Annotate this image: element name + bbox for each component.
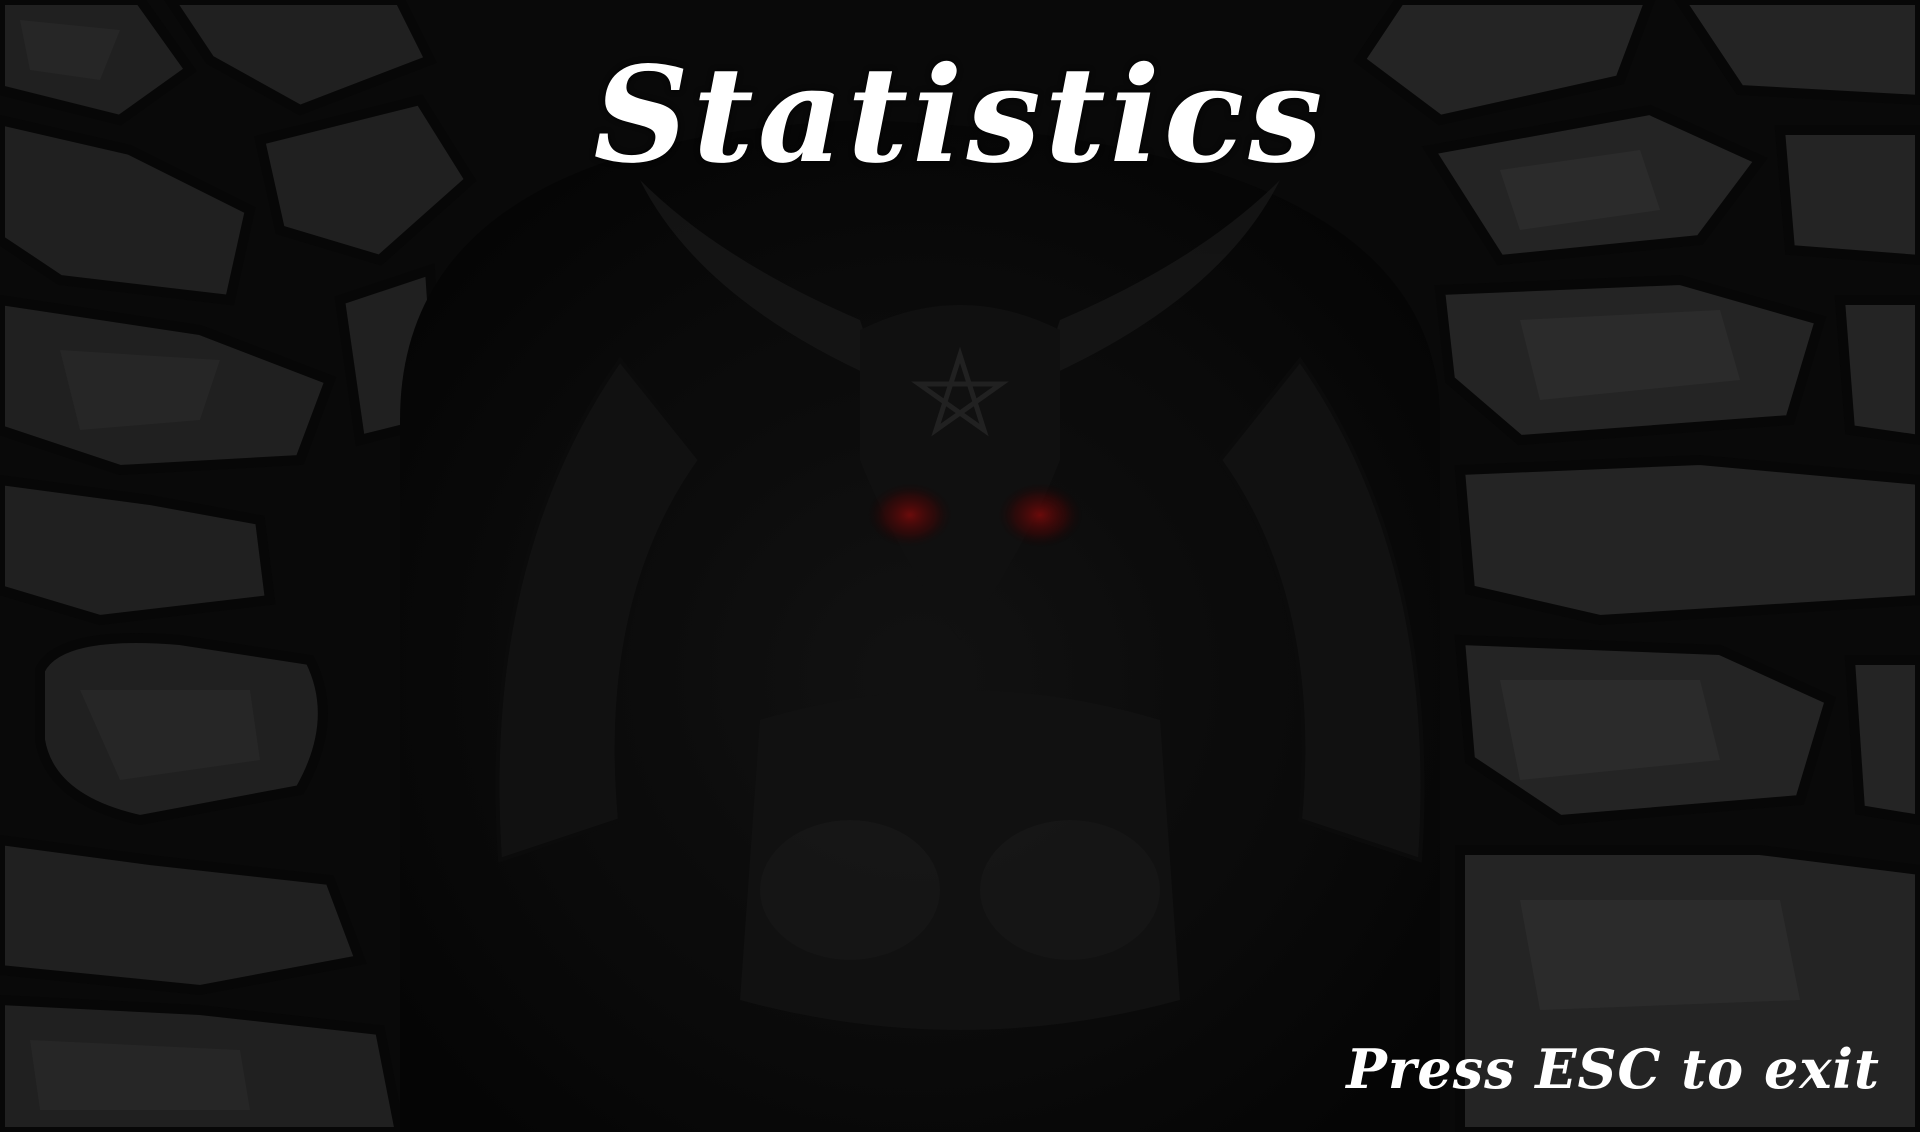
pentagram-icon: [911, 346, 1009, 437]
right-eye-glow: [998, 483, 1082, 547]
page-title: Statistics: [593, 38, 1327, 193]
demon-idol: [495, 180, 1425, 1030]
exit-hint[interactable]: Press ESC to exit: [1346, 1037, 1880, 1101]
left-eye-glow: [868, 483, 952, 547]
